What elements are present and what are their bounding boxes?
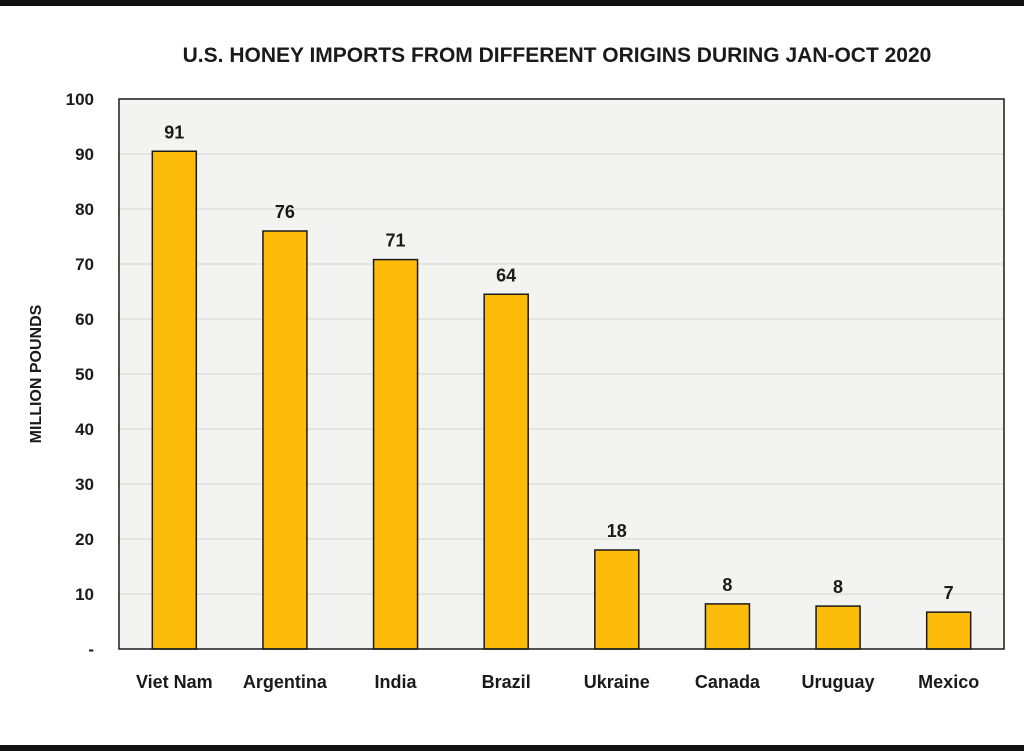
- chart-title: U.S. HONEY IMPORTS FROM DIFFERENT ORIGIN…: [183, 44, 932, 67]
- bar-india: [372, 258, 419, 650]
- x-tick-label: India: [375, 672, 418, 692]
- y-tick-label: 70: [75, 255, 94, 274]
- data-label: 76: [275, 202, 295, 222]
- bottom-border-band: [0, 745, 1024, 751]
- data-labels: 91 76 71 64 18 8 8 7: [164, 122, 953, 603]
- data-label: 71: [386, 231, 406, 251]
- data-label: 91: [164, 122, 184, 142]
- x-tick-label: Uruguay: [802, 672, 875, 692]
- x-tick-label: Argentina: [243, 672, 328, 692]
- y-axis-label: MILLION POUNDS: [28, 304, 45, 443]
- x-axis-ticks: Viet Nam Argentina India Brazil Ukraine Canad…: [136, 672, 979, 692]
- y-tick-label: 60: [75, 310, 94, 329]
- bar-viet-nam: [151, 150, 198, 650]
- bar-argentina: [262, 230, 308, 650]
- y-tick-label: 90: [75, 145, 94, 164]
- x-tick-label: Brazil: [482, 672, 531, 692]
- x-tick-label: Canada: [695, 672, 761, 692]
- y-tick-label: 50: [75, 365, 94, 384]
- bar-canada: [704, 603, 751, 650]
- data-label: 64: [496, 265, 516, 285]
- data-label: 8: [833, 577, 843, 597]
- y-tick-label: 80: [75, 200, 94, 219]
- plot-frame: [118, 98, 1005, 650]
- bar-mexico: [925, 611, 972, 650]
- y-tick-label: 100: [66, 90, 94, 109]
- bar-ukraine: [594, 549, 640, 650]
- y-tick-label: 20: [75, 530, 94, 549]
- x-tick-label: Mexico: [918, 672, 979, 692]
- y-tick-label: 40: [75, 420, 94, 439]
- data-label: 7: [944, 583, 954, 603]
- bar-brazil: [483, 293, 529, 650]
- bar-uruguay: [815, 605, 861, 650]
- x-tick-label: Viet Nam: [136, 672, 213, 692]
- bars: [151, 150, 972, 650]
- y-tick-label: 10: [75, 585, 94, 604]
- y-axis-ticks: - 10 20 30 40 50 60 70 80 90 100: [66, 90, 94, 659]
- y-tick-label: 30: [75, 475, 94, 494]
- data-label: 18: [607, 521, 627, 541]
- data-label: 8: [722, 575, 732, 595]
- top-border-band: [0, 0, 1024, 6]
- y-tick-label: -: [88, 640, 94, 659]
- x-tick-label: Ukraine: [584, 672, 650, 692]
